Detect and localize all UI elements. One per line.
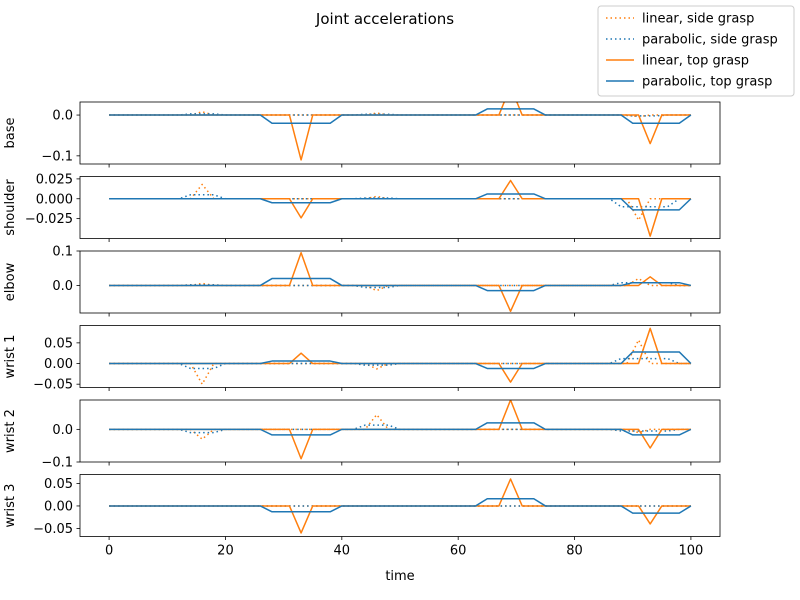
series-line-linear-side-grasp [109,339,691,385]
y-tick-label: 0.0 [52,423,73,438]
legend-label: parabolic, side grasp [642,33,778,48]
y-axis-label: wrist 1 [3,335,18,379]
series-line-linear-top-grasp [109,327,691,383]
series-line-parabolic-top-grasp [109,351,692,370]
series-group [109,179,692,237]
y-tick-label: −0.025 [25,212,73,227]
series-line-linear-side-grasp [109,183,691,221]
x-tick-label: 80 [566,544,583,559]
axes-frame [79,250,721,314]
legend-label: parabolic, top grasp [642,75,772,90]
axes-frame [79,474,721,537]
series-group [109,478,692,534]
y-tick-label: −0.05 [33,378,73,393]
series-line-linear-side-grasp [109,413,691,440]
series-line-linear-side-grasp [109,277,691,292]
series-line-linear-top-grasp [109,179,691,237]
subplot-wrist-1: 0.05 0.00 −0.05 wrist 1 [3,325,721,393]
y-tick-label: 0.00 [44,357,73,372]
axes-frame [79,325,721,388]
series-line-linear-top-grasp [109,102,691,161]
y-tick-label: 0.000 [36,192,73,207]
y-axis-label: shoulder [3,179,18,236]
series-line-linear-top-grasp [109,400,691,460]
series-line-parabolic-top-grasp [109,193,692,211]
subplot-base: 0.0 −0.1 base [3,101,721,168]
subplot-wrist-2: 0.0 −0.1 wrist 2 [3,399,721,471]
subplot-elbow: 0.1 0.0 elbow [3,245,721,317]
y-axis-label: wrist 2 [3,409,18,453]
y-axis-label: elbow [3,262,18,301]
series-group [109,102,692,161]
y-tick-label: 0.05 [44,336,73,351]
series-line-parabolic-top-grasp [109,498,692,514]
series-line-parabolic-side-grasp [109,424,691,434]
x-axis-label: time [385,569,414,584]
y-tick-label: 0.00 [44,499,73,514]
legend: linear, side grasp parabolic, side grasp l… [597,5,795,97]
series-line-parabolic-side-grasp [109,194,691,208]
series-line-parabolic-top-grasp [109,108,692,124]
y-tick-label: 0.025 [36,172,73,187]
x-tick-label: 100 [678,544,703,559]
axes-frame [79,399,721,463]
series-line-linear-top-grasp [109,478,691,534]
y-tick-label: −0.05 [33,522,73,537]
x-tick-label: 60 [450,544,467,559]
series-line-linear-top-grasp [109,251,691,313]
x-tick-label: 20 [217,544,234,559]
y-tick-label: −0.1 [41,149,73,164]
x-tick-label: 40 [334,544,351,559]
x-tick-label: 0 [105,544,113,559]
series-line-parabolic-top-grasp [109,277,692,292]
subplot-stack: 0.0−0.1base0.0250.000−0.025shoulder0.10.… [3,101,721,559]
series-group [109,400,692,460]
axes-frame [79,101,721,165]
subplot-shoulder: 0.025 0.000 −0.025 shoulder [3,172,721,242]
y-axis-label: wrist 3 [3,484,18,528]
subplot-wrist-3: 0.05 0.00 −0.05 0 20 40 60 80 100 wrist 3 [3,474,721,559]
y-tick-label: 0.0 [52,279,73,294]
legend-label: linear, top grasp [642,54,749,69]
legend-label: linear, side grasp [642,12,754,27]
y-tick-label: 0.1 [52,245,73,260]
series-group [109,251,692,313]
series-line-linear-side-grasp [109,111,691,118]
series-line-parabolic-top-grasp [109,422,692,436]
y-tick-label: 0.05 [44,477,73,492]
axes-frame [79,176,721,239]
y-tick-label: −0.1 [41,456,73,471]
y-axis-label: base [3,118,18,149]
y-tick-label: 0.0 [52,109,73,124]
series-group [109,327,692,385]
legend-frame [597,5,795,97]
figure-title: Joint accelerations [315,10,454,28]
